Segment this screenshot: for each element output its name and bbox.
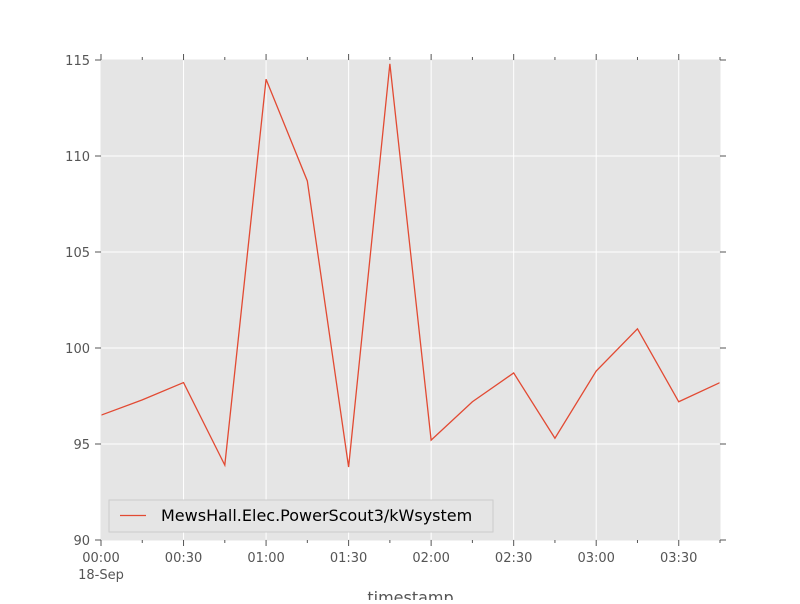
- y-tick-label: 95: [73, 438, 90, 453]
- x-tick-label: 00:30: [165, 551, 202, 566]
- y-tick-label: 90: [73, 534, 90, 549]
- y-tick-label: 105: [65, 246, 90, 261]
- x-tick-label: 00:00: [82, 551, 119, 566]
- x-tick-label: 03:30: [660, 551, 697, 566]
- y-tick-label: 110: [65, 150, 90, 165]
- y-tick-label: 100: [65, 342, 90, 357]
- x-tick-label: 02:00: [412, 551, 449, 566]
- x-date-label: 18-Sep: [78, 568, 124, 583]
- legend: MewsHall.Elec.PowerScout3/kWsystem: [109, 500, 493, 532]
- x-tick-label: 01:30: [330, 551, 367, 566]
- x-axis-title: timestamp: [367, 588, 453, 600]
- x-tick-label: 02:30: [495, 551, 532, 566]
- x-tick-label: 01:00: [247, 551, 284, 566]
- y-tick-label: 115: [65, 54, 90, 69]
- x-tick-label: 03:00: [577, 551, 614, 566]
- legend-label: MewsHall.Elec.PowerScout3/kWsystem: [161, 506, 472, 525]
- plot-area: [101, 60, 720, 540]
